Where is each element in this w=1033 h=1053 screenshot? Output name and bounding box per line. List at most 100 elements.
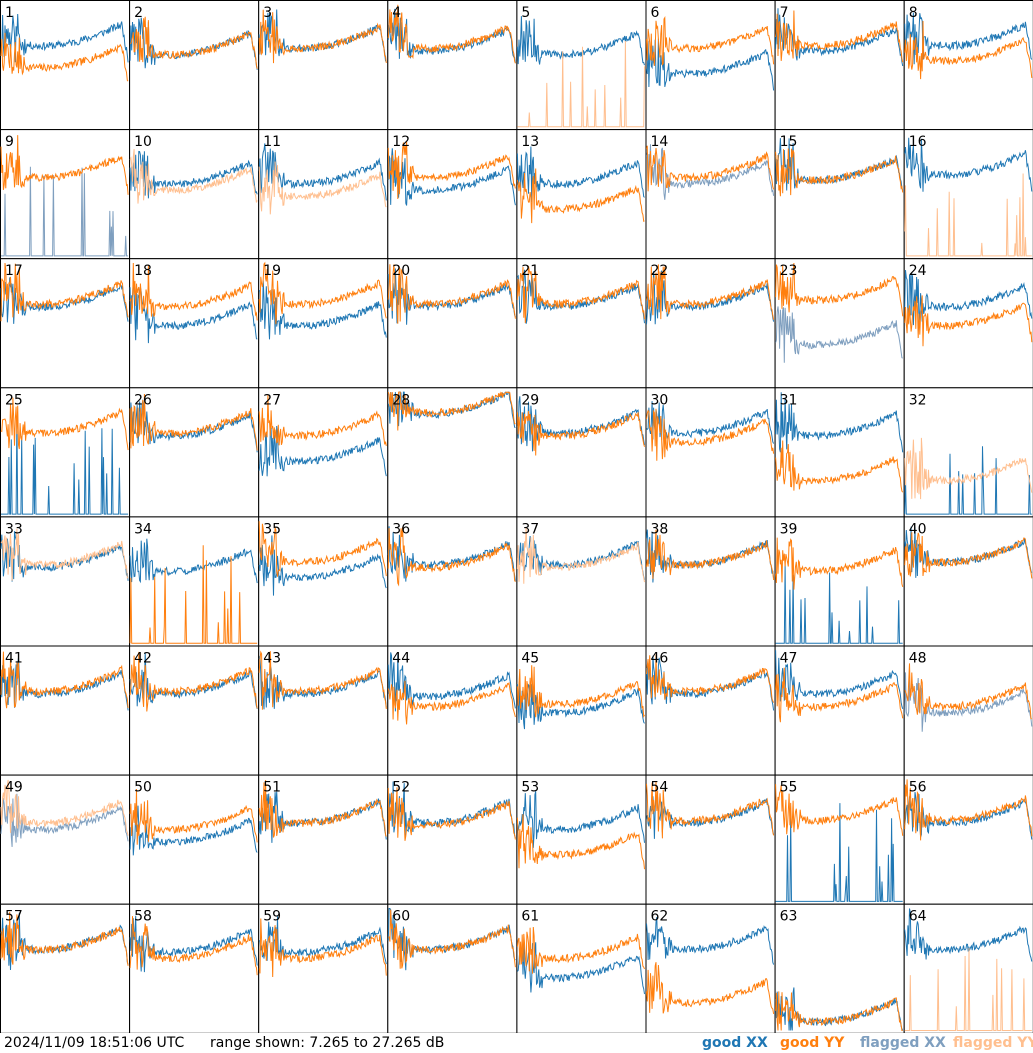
panel-18: 18: [129, 258, 260, 389]
panel-label: 25: [5, 392, 23, 408]
panel-label: 24: [909, 263, 927, 279]
panel-frame: [645, 129, 776, 260]
series-xx: [516, 791, 645, 848]
series-yy: [388, 909, 516, 969]
panel-frame: [645, 258, 776, 389]
panel-47: 47: [774, 645, 905, 776]
series-xx: [775, 803, 903, 902]
series-yy: [387, 391, 516, 431]
panel-label: 22: [651, 263, 669, 279]
panel-frame: [516, 774, 647, 905]
panel-label: 53: [521, 780, 539, 796]
panel-64: 64: [903, 903, 1033, 1033]
panel-frame: [129, 645, 260, 776]
series-xx: [775, 392, 904, 453]
series-yy: [258, 650, 387, 710]
panel-59: 59: [258, 903, 389, 1033]
series-yy: [129, 149, 258, 204]
panel-16: 16: [903, 129, 1033, 260]
series-yy: [516, 527, 645, 584]
series-xx: [387, 652, 516, 712]
series-yy: [646, 781, 775, 839]
panel-label: 39: [780, 521, 798, 537]
panel-label: 58: [134, 909, 152, 925]
panel-frame: [903, 516, 1033, 647]
panel-9: 9: [0, 129, 131, 260]
legend-good-yy-word: good: [780, 1035, 820, 1051]
panel-42: 42: [129, 645, 260, 776]
panel-label: 35: [263, 521, 281, 537]
series-yy: [129, 545, 258, 644]
panel-4: 4: [387, 0, 518, 131]
panel-5: 5: [516, 0, 647, 131]
panel-frame: [645, 387, 776, 518]
panel-label: 48: [909, 651, 927, 667]
panel-frame: [129, 903, 260, 1033]
panel-label: 3: [263, 5, 272, 21]
panel-62: 62: [645, 903, 776, 1033]
series-yy: [775, 537, 904, 590]
panel-label: 62: [651, 909, 669, 925]
panel-54: 54: [645, 774, 776, 905]
panel-frame: [258, 645, 389, 776]
series-xx: [904, 270, 1033, 326]
legend-flagged-xx: flagged XX: [860, 1035, 946, 1051]
panel-frame: [774, 258, 905, 389]
series-xx: [904, 908, 1033, 962]
panel-label: 20: [392, 263, 410, 279]
panel-label: 15: [780, 134, 798, 150]
panel-frame: [774, 903, 905, 1033]
series-yy: [516, 410, 645, 456]
timestamp: 2024/11/09 18:51:06 UTC: [4, 1035, 185, 1051]
panel-label: 42: [134, 651, 152, 667]
panel-label: 54: [651, 780, 669, 796]
panel-31: 31: [774, 387, 905, 518]
series-xx: [646, 38, 775, 91]
series-yy: [646, 962, 775, 1014]
panel-frame: [387, 516, 518, 647]
panel-46: 46: [645, 645, 776, 776]
series-yy: [0, 32, 129, 82]
panel-label: 18: [134, 263, 152, 279]
series-xx: [258, 655, 387, 710]
panel-label: 44: [392, 651, 410, 667]
panel-label: 43: [263, 651, 281, 667]
series-yy: [904, 663, 1032, 720]
panel-frame: [258, 903, 389, 1033]
panel-label: 36: [392, 521, 410, 537]
panel-frame: [258, 516, 389, 647]
series-xx: [129, 915, 258, 973]
panel-44: 44: [387, 645, 518, 776]
panel-label: 49: [5, 780, 23, 796]
legend-good-yy-pol: YY: [824, 1035, 845, 1051]
series-yy: [258, 261, 387, 325]
series-yy: [904, 20, 1033, 80]
panel-label: 8: [909, 5, 918, 21]
panel-12: 12: [387, 129, 518, 260]
panel-label: 40: [909, 521, 927, 537]
panel-frame: [387, 645, 518, 776]
panel-label: 2: [134, 5, 143, 21]
panel-8: 8: [903, 0, 1033, 131]
panel-50: 50: [129, 774, 260, 905]
series-yy: [129, 393, 258, 451]
panel-60: 60: [387, 903, 518, 1033]
panel-7: 7: [774, 0, 905, 131]
panel-frame: [645, 645, 776, 776]
legend-flagged-yy: flagged YY: [953, 1035, 1033, 1051]
legend-flagged-yy-pol: YY: [1017, 1035, 1033, 1051]
series-xx: [258, 535, 387, 596]
series-yy: [516, 814, 645, 870]
panel-51: 51: [258, 774, 389, 905]
panel-label: 30: [651, 392, 669, 408]
panel-label: 7: [780, 5, 789, 21]
panel-frame: [774, 0, 905, 131]
panel-55: 55: [774, 774, 905, 905]
panel-label: 38: [651, 521, 669, 537]
series-yy: [904, 437, 1033, 500]
panel-label: 17: [5, 263, 23, 279]
panel-label: 4: [392, 5, 401, 21]
panel-label: 34: [134, 521, 152, 537]
panel-label: 33: [5, 521, 23, 537]
